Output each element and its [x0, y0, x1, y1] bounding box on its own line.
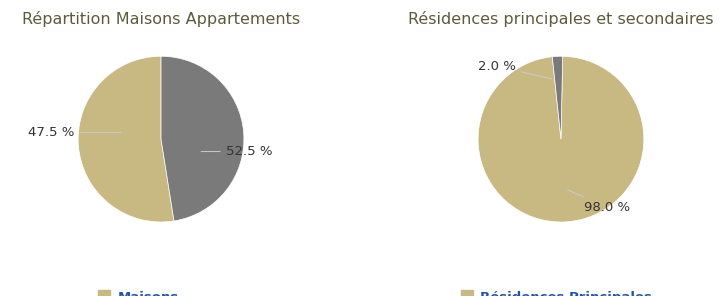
Title: Répartition Maisons Appartements: Répartition Maisons Appartements [22, 12, 300, 28]
Legend: Résidences Principales, Résidences Secondaires: Résidences Principales, Résidences Secon… [461, 290, 661, 296]
Wedge shape [552, 56, 562, 139]
Text: 98.0 %: 98.0 % [567, 190, 630, 214]
Wedge shape [478, 56, 644, 222]
Text: 52.5 %: 52.5 % [201, 145, 272, 158]
Wedge shape [161, 56, 244, 221]
Wedge shape [78, 56, 174, 222]
Legend: Maisons, Appartements: Maisons, Appartements [98, 290, 224, 296]
Text: 47.5 %: 47.5 % [27, 126, 121, 139]
Text: 2.0 %: 2.0 % [477, 60, 552, 79]
Title: Résidences principales et secondaires: Résidences principales et secondaires [408, 12, 714, 28]
